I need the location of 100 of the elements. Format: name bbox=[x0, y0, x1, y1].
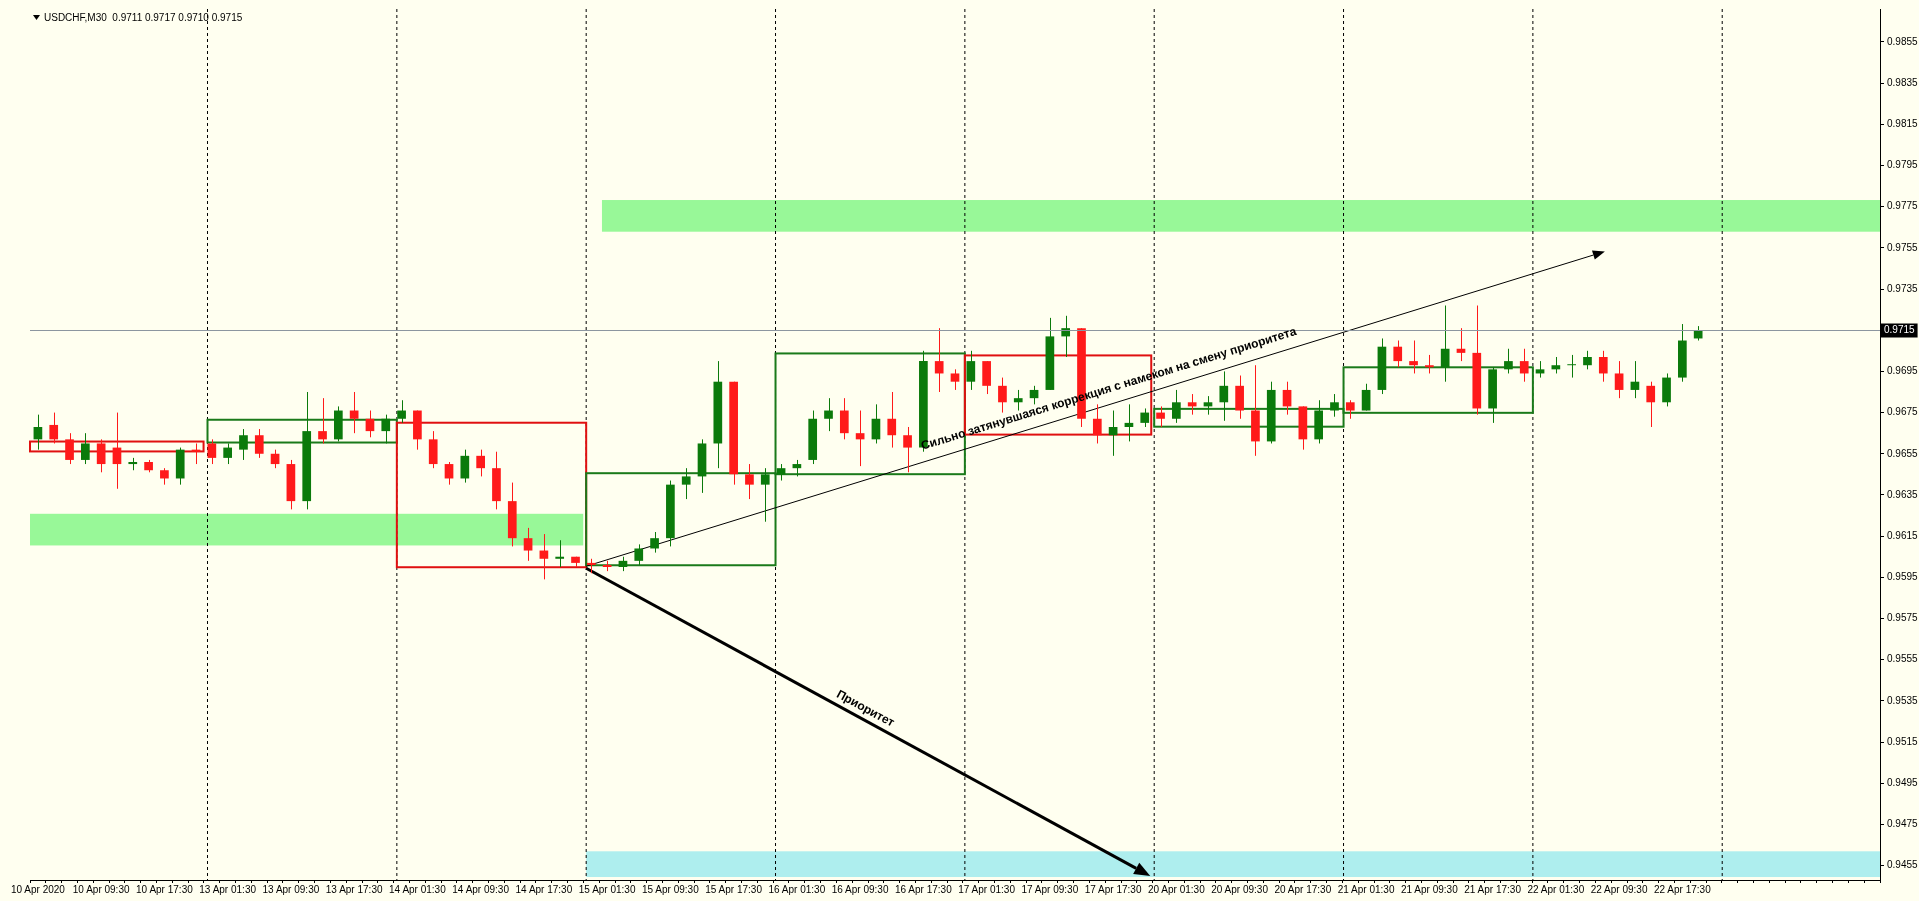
candlestick bbox=[1567, 354, 1577, 379]
candlestick bbox=[381, 414, 391, 444]
x-tick-label: 17 Apr 17:30 bbox=[1084, 883, 1142, 895]
x-tick-label: 13 Apr 01:30 bbox=[199, 883, 257, 895]
candlestick bbox=[254, 428, 264, 459]
y-tick-label: 0.9555 bbox=[1887, 653, 1919, 665]
candlestick bbox=[33, 414, 43, 451]
candlestick bbox=[365, 410, 375, 438]
x-tick-label: 13 Apr 17:30 bbox=[325, 883, 383, 895]
candlestick bbox=[1504, 348, 1513, 374]
candlestick bbox=[112, 412, 122, 490]
y-tick-label: 0.9855 bbox=[1887, 35, 1919, 47]
candlestick bbox=[634, 543, 644, 566]
x-tick-label: 16 Apr 01:30 bbox=[768, 883, 826, 895]
y-tick-label: 0.9675 bbox=[1887, 406, 1919, 418]
x-tick-label: 10 Apr 09:30 bbox=[72, 883, 130, 895]
y-tick-label: 0.9535 bbox=[1887, 694, 1919, 706]
candlestick bbox=[1187, 393, 1197, 416]
candlestick bbox=[950, 368, 960, 391]
y-tick-label: 0.9475 bbox=[1887, 818, 1919, 830]
y-tick-label: 0.9795 bbox=[1887, 159, 1919, 171]
y-tick-label: 0.9595 bbox=[1887, 571, 1919, 583]
candlestick bbox=[1156, 405, 1165, 428]
x-tick-label: 14 Apr 01:30 bbox=[389, 883, 447, 895]
candlestick bbox=[1598, 350, 1608, 383]
candlestick bbox=[966, 350, 976, 391]
candlestick bbox=[839, 397, 849, 440]
candlestick bbox=[1172, 389, 1181, 424]
candlestick bbox=[887, 391, 897, 449]
candlestick bbox=[1140, 407, 1150, 428]
candlestick bbox=[1614, 360, 1624, 399]
candlestick bbox=[460, 449, 470, 484]
candlestick bbox=[318, 397, 327, 444]
candlestick bbox=[223, 442, 232, 465]
x-tick-label: 13 Apr 09:30 bbox=[262, 883, 320, 895]
x-tick-label: 21 Apr 17:30 bbox=[1464, 883, 1522, 895]
y-tick-label: 0.9755 bbox=[1887, 241, 1919, 253]
candlestick bbox=[1425, 354, 1434, 374]
candlestick bbox=[1519, 348, 1529, 383]
candlestick bbox=[650, 531, 659, 554]
x-tick-label: 10 Apr 2020 bbox=[10, 883, 66, 895]
y-tick-label: 0.9735 bbox=[1887, 282, 1919, 294]
x-tick-label: 22 Apr 17:30 bbox=[1653, 883, 1712, 895]
x-tick-label: 17 Apr 09:30 bbox=[1021, 883, 1079, 895]
candlestick bbox=[824, 397, 833, 432]
candlestick bbox=[1646, 381, 1656, 428]
candlestick bbox=[96, 438, 106, 473]
y-tick-label: 0.9775 bbox=[1887, 200, 1919, 212]
y-tick-label: 0.9815 bbox=[1887, 118, 1919, 130]
candlestick bbox=[80, 432, 90, 465]
candlestick bbox=[934, 327, 944, 393]
x-tick-label: 22 Apr 09:30 bbox=[1590, 883, 1648, 895]
x-tick-label: 17 Apr 01:30 bbox=[958, 883, 1016, 895]
candlestick bbox=[1330, 393, 1339, 418]
x-tick-label: 21 Apr 01:30 bbox=[1337, 883, 1395, 895]
candlestick bbox=[760, 467, 770, 523]
x-tick-label: 16 Apr 09:30 bbox=[831, 883, 889, 895]
x-tick-label: 15 Apr 17:30 bbox=[705, 883, 763, 895]
y-tick-label: 0.9635 bbox=[1887, 488, 1919, 500]
x-tick-label: 10 Apr 17:30 bbox=[136, 883, 194, 895]
x-tick-label: 15 Apr 01:30 bbox=[578, 883, 636, 895]
chart-title: USDCHF,M30 0.9711 0.9717 0.9710 0.9715 bbox=[44, 11, 243, 23]
y-tick-label: 0.9655 bbox=[1887, 447, 1919, 459]
candlestick bbox=[1282, 381, 1292, 416]
candlestick bbox=[1393, 340, 1403, 368]
y-tick-label: 0.9695 bbox=[1887, 365, 1919, 377]
y-tick-label: 0.9835 bbox=[1887, 76, 1919, 88]
candlestick bbox=[681, 467, 691, 500]
y-tick-label: 0.9575 bbox=[1887, 612, 1919, 624]
ref-line-label: 0.9715 bbox=[1884, 324, 1916, 336]
candlestick bbox=[1409, 340, 1418, 374]
candlestick bbox=[903, 426, 912, 473]
x-tick-label: 20 Apr 09:30 bbox=[1211, 883, 1269, 895]
candlestick bbox=[239, 428, 248, 461]
candlestick bbox=[49, 412, 59, 444]
candlestick bbox=[444, 461, 454, 486]
x-tick-label: 14 Apr 09:30 bbox=[452, 883, 510, 895]
candlestick bbox=[555, 539, 565, 568]
y-tick-label: 0.9515 bbox=[1887, 735, 1919, 747]
y-tick-label: 0.9615 bbox=[1887, 529, 1919, 541]
candlestick bbox=[1345, 399, 1355, 420]
candlestick bbox=[207, 438, 217, 465]
candlestick bbox=[523, 527, 533, 562]
x-tick-label: 20 Apr 01:30 bbox=[1148, 883, 1206, 895]
candlestick bbox=[1361, 383, 1371, 412]
x-tick-label: 22 Apr 01:30 bbox=[1527, 883, 1585, 895]
y-tick-label: 0.9495 bbox=[1887, 776, 1919, 788]
x-tick-label: 15 Apr 09:30 bbox=[642, 883, 700, 895]
candlestick bbox=[397, 399, 406, 424]
y-tick-label: 0.9455 bbox=[1887, 859, 1919, 871]
candlestick bbox=[65, 432, 74, 465]
x-tick-label: 16 Apr 17:30 bbox=[895, 883, 953, 895]
x-tick-label: 21 Apr 09:30 bbox=[1401, 883, 1459, 895]
candlestick bbox=[1219, 370, 1229, 422]
x-tick-label: 14 Apr 17:30 bbox=[515, 883, 573, 895]
candlestick bbox=[476, 449, 485, 477]
candlestick bbox=[1583, 350, 1592, 370]
candlestick bbox=[745, 463, 754, 500]
x-tick-label: 20 Apr 17:30 bbox=[1274, 883, 1332, 895]
candlestick bbox=[1440, 305, 1450, 383]
